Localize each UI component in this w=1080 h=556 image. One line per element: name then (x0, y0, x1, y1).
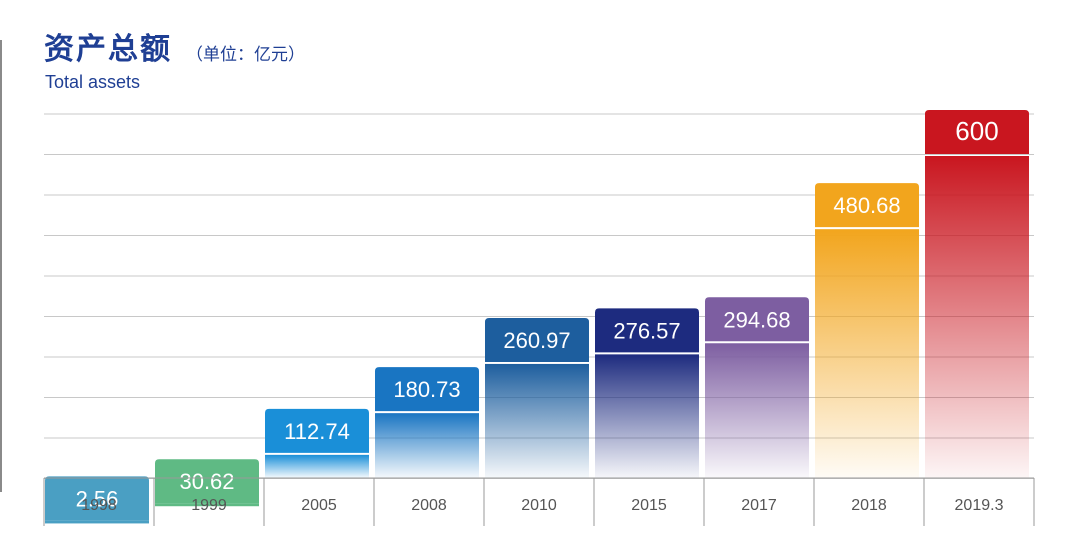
data-label: 600 (955, 116, 998, 146)
bar-value-cap (815, 183, 919, 228)
bar-value-cap (155, 459, 259, 504)
x-tick-label: 1998 (81, 497, 117, 514)
bar (705, 343, 809, 478)
x-tick-label: 1999 (191, 497, 227, 514)
x-tick-label: 2017 (741, 497, 777, 514)
x-tick-label: 2008 (411, 497, 447, 514)
bar (45, 520, 149, 524)
bar-value-cap (925, 110, 1029, 154)
x-tick-label: 2010 (521, 497, 557, 514)
chart-unit: （单位：亿元） (186, 45, 305, 65)
bar (485, 363, 589, 478)
data-label: 294.68 (723, 307, 790, 332)
data-label: 276.57 (613, 318, 680, 343)
bar-value-cap (485, 317, 589, 362)
data-label: 30.62 (179, 469, 234, 494)
bar-value-cap (595, 308, 699, 353)
bar (375, 413, 479, 478)
data-label: 260.97 (503, 328, 570, 353)
bar-value-cap (45, 476, 149, 521)
data-label: 2.56 (76, 486, 119, 511)
bar-value-cap (375, 367, 479, 412)
x-tick-label: 2005 (301, 497, 337, 514)
data-label: 112.74 (284, 419, 350, 444)
bar (265, 454, 369, 478)
bar-value-cap (265, 408, 369, 453)
bar (595, 354, 699, 478)
bar (815, 229, 919, 478)
left-divider (0, 40, 2, 492)
bar (925, 156, 1029, 478)
data-label: 180.73 (393, 377, 460, 402)
chart-title: 资产总额 (44, 32, 172, 67)
bar (155, 503, 259, 507)
x-tick-label: 2015 (631, 497, 667, 514)
bar-value-cap (705, 297, 809, 342)
chart-subtitle: Total assets (45, 72, 141, 92)
x-tick-label: 2019.3 (955, 497, 1004, 514)
x-tick-label: 2018 (851, 497, 887, 514)
data-label: 480.68 (833, 193, 900, 218)
